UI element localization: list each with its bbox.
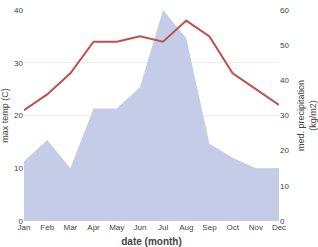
svg-text:Jan: Jan <box>18 223 31 232</box>
svg-text:0: 0 <box>280 217 285 226</box>
svg-text:Jul: Jul <box>158 223 168 232</box>
svg-text:Nov: Nov <box>249 223 263 232</box>
svg-text:Mar: Mar <box>63 223 77 232</box>
svg-text:Aug: Aug <box>179 223 193 232</box>
svg-text:Sep: Sep <box>202 223 217 232</box>
svg-text:May: May <box>109 223 124 232</box>
svg-text:20: 20 <box>280 146 289 155</box>
svg-text:date (month): date (month) <box>121 236 182 247</box>
svg-text:0: 0 <box>19 217 24 226</box>
svg-text:Jun: Jun <box>133 223 146 232</box>
svg-text:60: 60 <box>280 6 289 15</box>
svg-text:Apr: Apr <box>87 223 100 232</box>
svg-text:10: 10 <box>280 182 289 191</box>
svg-text:med. precipitation(kg/m2): med. precipitation(kg/m2) <box>296 80 318 151</box>
svg-text:max temp (C): max temp (C) <box>0 88 10 143</box>
svg-text:10: 10 <box>14 164 23 173</box>
svg-text:50: 50 <box>280 41 289 50</box>
svg-text:40: 40 <box>280 76 289 85</box>
svg-text:Feb: Feb <box>40 223 54 232</box>
svg-text:20: 20 <box>14 111 23 120</box>
svg-text:40: 40 <box>14 6 23 15</box>
svg-text:30: 30 <box>14 59 23 68</box>
svg-text:Dec: Dec <box>272 223 286 232</box>
svg-text:30: 30 <box>280 111 289 120</box>
svg-text:Oct: Oct <box>226 223 239 232</box>
